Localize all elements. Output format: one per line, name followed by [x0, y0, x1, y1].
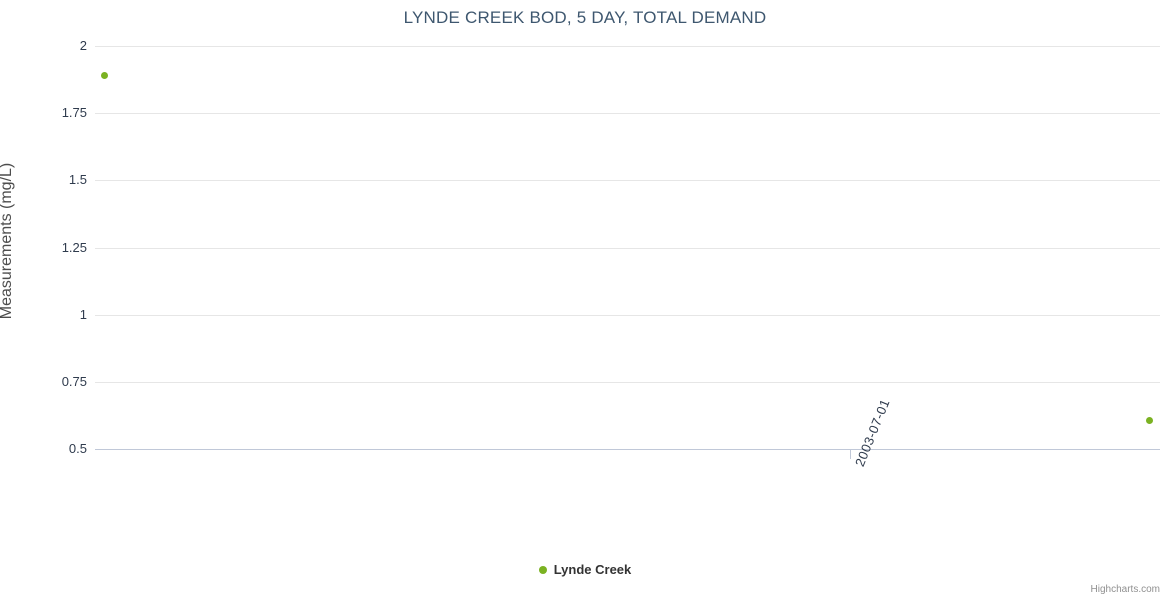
legend-item-lynde-creek[interactable]: Lynde Creek: [538, 562, 632, 577]
data-point[interactable]: [100, 71, 108, 79]
gridline-0-5: [95, 449, 1160, 450]
y-axis-tick-label: 0.5: [68, 441, 87, 456]
legend-marker-icon: [538, 565, 547, 574]
x-axis-tick-mark: [850, 449, 851, 459]
legend-item-label: Lynde Creek: [553, 562, 632, 577]
y-axis-tick-label: 2: [79, 38, 87, 53]
plot-area: 2003-07-01: [95, 46, 1160, 469]
gridline-1: [95, 314, 1160, 316]
y-axis-tick-label: 1: [79, 306, 87, 322]
x-axis-tick-label: 2003-07-01: [852, 396, 893, 469]
highcharts-credits-link[interactable]: Highcharts.com: [1090, 584, 1160, 595]
gridline-2: [95, 46, 1160, 47]
y-axis-tick-label: 1.25: [61, 239, 87, 255]
y-axis-tick-label: 0.75: [61, 373, 87, 389]
gridline-0-75: [95, 381, 1160, 383]
chart-legend: Lynde Creek: [0, 562, 1170, 577]
y-axis-tick-label: 1.75: [61, 105, 87, 121]
chart-title: LYNDE CREEK BOD, 5 DAY, TOTAL DEMAND: [403, 8, 767, 27]
y-axis-tick-label: 1.5: [68, 172, 87, 188]
gridline-1-75: [95, 113, 1160, 115]
gridline-1-25: [95, 247, 1160, 249]
data-point[interactable]: [1145, 416, 1153, 424]
gridline-1-5: [95, 180, 1160, 182]
